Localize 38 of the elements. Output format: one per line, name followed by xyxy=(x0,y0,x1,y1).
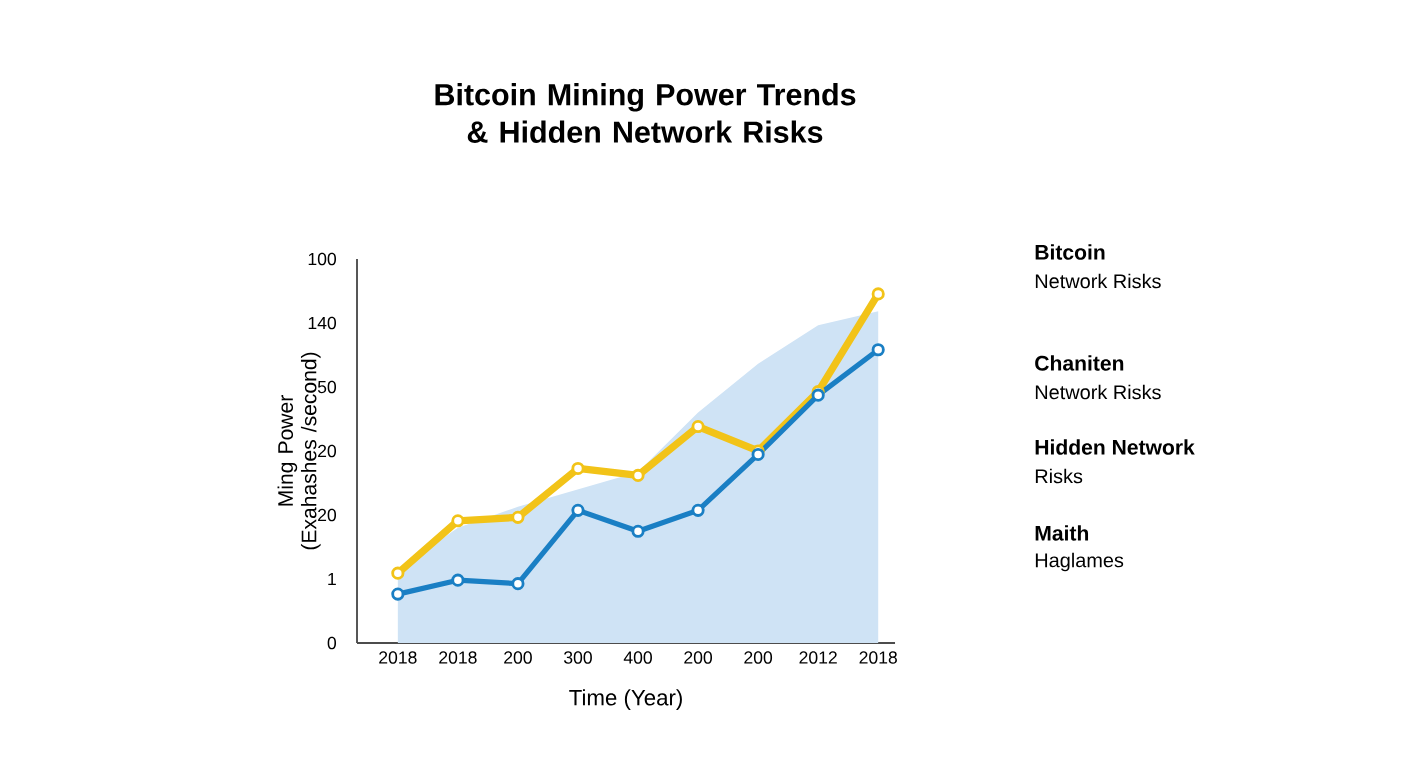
point xyxy=(511,577,525,591)
text: 0 xyxy=(327,636,337,650)
point xyxy=(691,503,705,517)
x-tick-label: 200 xyxy=(684,651,713,664)
x-tick-label: 200 xyxy=(744,651,773,664)
text: 1 xyxy=(328,572,336,586)
x-tick-label: 200 xyxy=(504,651,532,664)
text: Network Risks xyxy=(1035,384,1161,400)
point xyxy=(451,573,465,587)
point xyxy=(391,587,405,601)
text: Bitcoin xyxy=(1035,244,1105,260)
x-tick-label: 2012 xyxy=(799,651,837,664)
text: Risks xyxy=(1035,468,1083,484)
point xyxy=(631,468,645,482)
x-tick-label: 2018 xyxy=(379,651,417,664)
x-tick-label: 300 xyxy=(563,651,592,664)
text: Haglames xyxy=(1035,552,1124,572)
point xyxy=(631,524,645,538)
point xyxy=(571,503,585,517)
point xyxy=(391,566,405,580)
x-tick-label: 2018 xyxy=(439,651,477,664)
point xyxy=(871,287,885,301)
point xyxy=(511,510,525,524)
text: 140 xyxy=(308,316,337,330)
text: Hidden Network xyxy=(1035,439,1195,455)
point xyxy=(691,419,705,434)
text: 100 xyxy=(308,252,337,266)
text: Chaniten xyxy=(1035,355,1124,371)
point xyxy=(871,343,885,357)
point xyxy=(571,461,585,476)
chart-title: Bitcoin Mining Power Trends & Hidden Network Risks xyxy=(435,83,856,143)
x-tick-label: 2018 xyxy=(859,651,897,664)
point xyxy=(751,447,765,462)
x-tick-label: 400 xyxy=(623,651,652,664)
text: Network Risks xyxy=(1035,273,1161,289)
point xyxy=(451,514,465,528)
text: Maith xyxy=(1035,525,1089,541)
x-axis-title: Time (Year) xyxy=(569,689,682,710)
